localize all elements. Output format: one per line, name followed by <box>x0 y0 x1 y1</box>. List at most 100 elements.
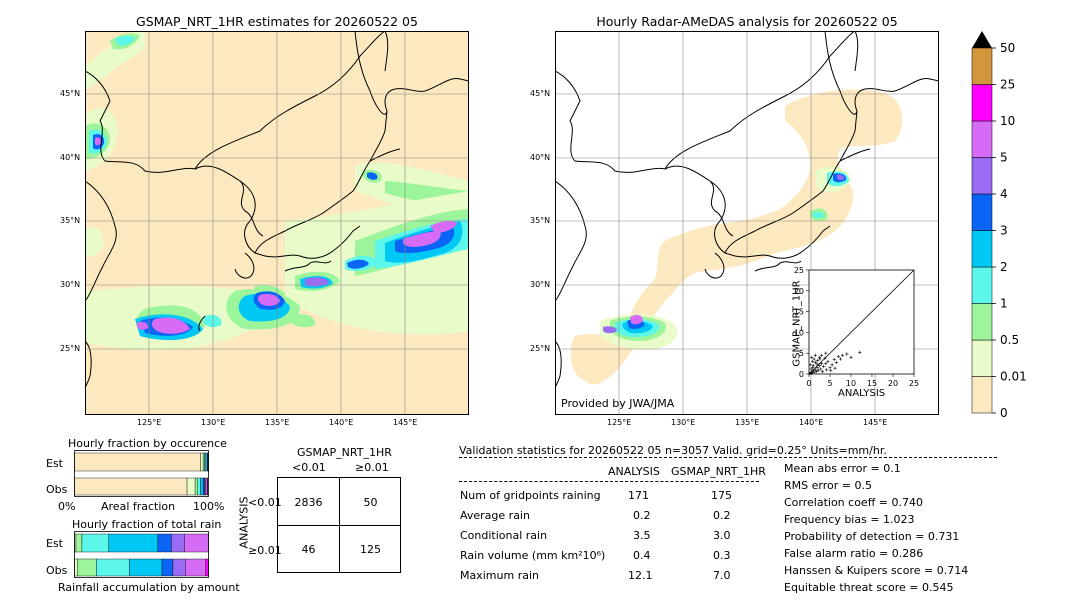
scatter-point <box>817 364 822 368</box>
bar-segment <box>77 558 97 577</box>
scatter-xtick-label: 10 <box>846 379 856 388</box>
stat-analysis-conditional: 3.5 <box>633 529 651 542</box>
contingency-col-ge: ≥0.01 <box>355 461 389 474</box>
scatter-ytick-label: 10 <box>794 328 804 337</box>
contingency-grid: 2836 50 46 125 <box>277 477 401 573</box>
scatter-point <box>833 366 837 370</box>
rainfraction-bars <box>74 533 209 577</box>
bar-segment <box>74 558 78 577</box>
scatter-xtick-label: 0 <box>806 379 811 388</box>
bar-segment <box>204 477 207 496</box>
bar-segment <box>185 558 206 577</box>
score-hk: Hanssen & Kuipers score = 0.714 <box>784 564 969 577</box>
left-lon-label-130: 130°E <box>201 418 226 427</box>
scatter-ytick-label: 20 <box>794 287 804 296</box>
colorbar-box <box>971 303 993 341</box>
scatter-point <box>824 362 828 366</box>
left-map <box>85 31 469 415</box>
scatter-xtick-label: 5 <box>827 379 832 388</box>
scatter-point <box>858 350 862 354</box>
scatter-ytick-label: 15 <box>794 308 804 317</box>
colorbar-labels: 0 0.01 0.5 1 2 3 4 5 10 25 50 <box>992 41 1027 420</box>
colorbar-label: 50 <box>1000 41 1015 55</box>
colorbar-box <box>971 376 993 414</box>
bar-segment <box>202 477 205 496</box>
colorbar-label: 0.5 <box>1000 333 1019 347</box>
scatter-point <box>826 359 830 364</box>
right-map-title: Hourly Radar-AMeDAS analysis for 2026052… <box>596 14 898 29</box>
scatter-point <box>834 360 838 364</box>
colorbar-box <box>971 120 993 158</box>
scatter-plot: 0 5 10 15 20 25 0 5 10 15 20 25 <box>794 266 919 388</box>
bar-segment <box>202 452 205 472</box>
contingency-row-ge: ≥0.01 <box>248 544 282 557</box>
contingency-col-lt: <0.01 <box>292 461 326 474</box>
scatter-point <box>815 366 819 370</box>
stat-label-volume: Rain volume (mm km²10⁶) <box>460 549 606 562</box>
right-map-rain <box>600 166 851 350</box>
scatter-point <box>816 368 820 372</box>
colorbar-label: 5 <box>1000 151 1008 165</box>
occurrence-xmin: 0% <box>58 500 76 513</box>
score-pod: Probability of detection = 0.731 <box>784 530 960 543</box>
scatter-point <box>823 356 827 360</box>
bar-segment <box>200 477 204 496</box>
stat-gsmap-volume: 0.3 <box>713 549 731 562</box>
bar-segment <box>186 477 196 496</box>
scatter-ytick-label: 25 <box>794 266 804 275</box>
score-frequency-bias: Frequency bias = 1.023 <box>784 513 915 526</box>
scatter-point <box>820 353 824 357</box>
bar-segment <box>194 477 198 496</box>
scatter-point <box>838 357 843 361</box>
bar-segment <box>197 477 201 496</box>
contingency-cell-10: 46 <box>301 543 316 556</box>
contingency-cell-00: 2836 <box>294 496 323 509</box>
score-correlation: Correlation coeff = 0.740 <box>784 496 923 509</box>
occurrence-xlabel: Areal fraction <box>101 500 176 513</box>
colorbar-box <box>971 47 993 85</box>
occurrence-xmax: 100% <box>193 500 225 513</box>
colorbar-label: 1 <box>1000 297 1008 311</box>
colorbar-box <box>971 193 993 231</box>
scatter-xtick-label: 15 <box>867 379 877 388</box>
scatter-point <box>813 368 817 372</box>
contingency-hline <box>278 525 400 526</box>
scatter-point <box>812 357 816 361</box>
scatter-point <box>819 367 823 371</box>
right-lat-label-30: 30°N <box>530 280 551 289</box>
bar-segment <box>74 452 201 472</box>
bar-segment <box>200 452 204 472</box>
right-lon-label-145: 145°E <box>863 418 888 427</box>
scatter-point <box>820 369 825 374</box>
rainfraction-obs-label: Obs <box>46 564 68 577</box>
contingency-row-lt: <0.01 <box>248 496 282 509</box>
bar-segment <box>81 533 109 553</box>
scatter-point <box>849 355 853 359</box>
left-lat-label-40: 40°N <box>60 153 81 162</box>
scatter-xlabel: ANALYSIS <box>838 388 886 399</box>
bar-segment <box>206 477 209 496</box>
occurrence-title: Hourly fraction by occurence <box>68 437 227 450</box>
scatter-point <box>813 360 817 364</box>
scatter-point <box>811 369 815 373</box>
bar-segment <box>184 533 209 553</box>
left-lon-label-135: 135°E <box>265 418 290 427</box>
occurrence-bars <box>74 452 209 496</box>
stat-label-conditional: Conditional rain <box>460 529 548 542</box>
rainfraction-title: Hourly fraction of total rain <box>72 518 222 531</box>
right-lat-label-25: 25°N <box>530 344 551 353</box>
colorbar-label: 2 <box>1000 260 1008 274</box>
left-lat-label-45: 45°N <box>60 89 81 98</box>
left-lon-label-145: 145°E <box>393 418 418 427</box>
scatter-point <box>829 369 833 373</box>
scatter-point <box>836 354 840 359</box>
scatter-point <box>808 363 812 367</box>
right-lon-label-135: 135°E <box>735 418 760 427</box>
right-map-frame <box>555 31 939 415</box>
data-credit: Provided by JWA/JMA <box>561 397 675 410</box>
colorbar-label: 25 <box>1000 78 1015 92</box>
scatter-point <box>815 362 819 366</box>
scatter-ytick-label: 5 <box>799 349 804 358</box>
scatter-point <box>845 352 849 356</box>
left-lat-label-25: 25°N <box>60 344 81 353</box>
